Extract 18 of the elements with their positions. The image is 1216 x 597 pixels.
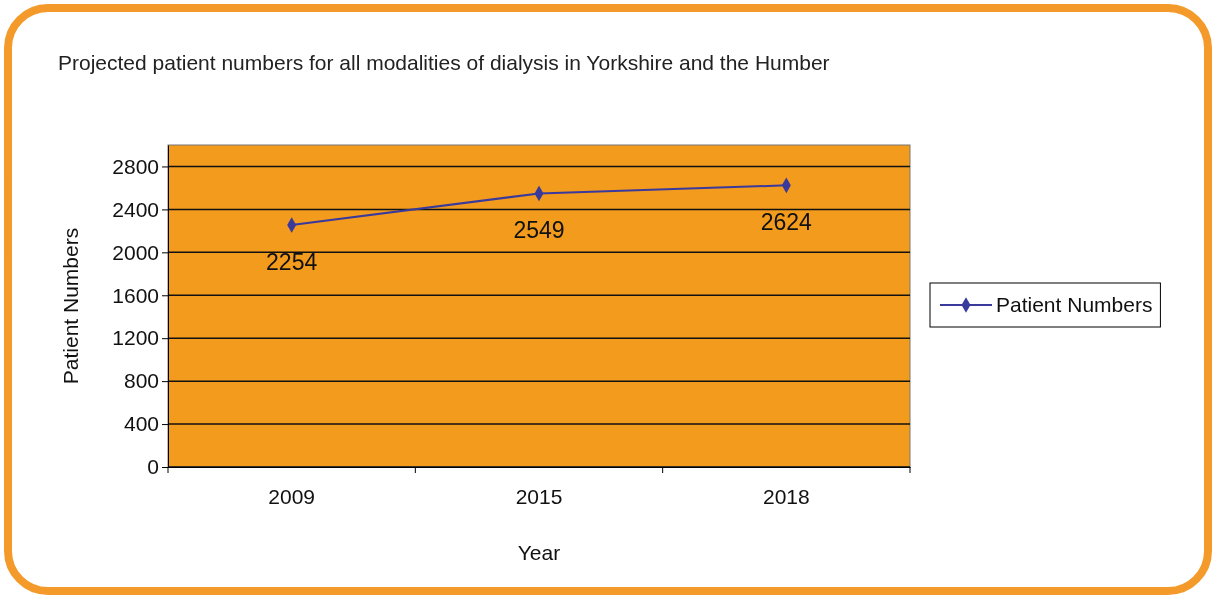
y-tick-label: 1600 xyxy=(112,283,159,307)
x-tick-label: 2009 xyxy=(268,484,316,508)
x-axis-title: Year xyxy=(517,541,561,564)
y-tick-label: 2400 xyxy=(112,197,159,221)
y-tick-label: 2000 xyxy=(112,240,159,264)
y-tick-label: 0 xyxy=(147,455,159,479)
data-label: 2549 xyxy=(513,217,565,244)
x-tick-label: 2018 xyxy=(762,484,810,508)
data-label: 2254 xyxy=(266,249,318,276)
y-tick-label: 400 xyxy=(123,412,159,436)
y-tick-label: 2800 xyxy=(112,154,159,178)
x-tick-label: 2015 xyxy=(515,484,563,508)
y-tick-label: 1200 xyxy=(112,326,159,350)
chart-title: Projected patient numbers for all modalities of dialysis in Yorkshire and the Humber xyxy=(58,51,830,74)
y-axis-title: Patient Numbers xyxy=(59,227,82,385)
data-label: 2624 xyxy=(760,209,813,236)
legend-label: Patient Numbers xyxy=(996,293,1153,316)
y-tick-label: 800 xyxy=(123,369,159,393)
